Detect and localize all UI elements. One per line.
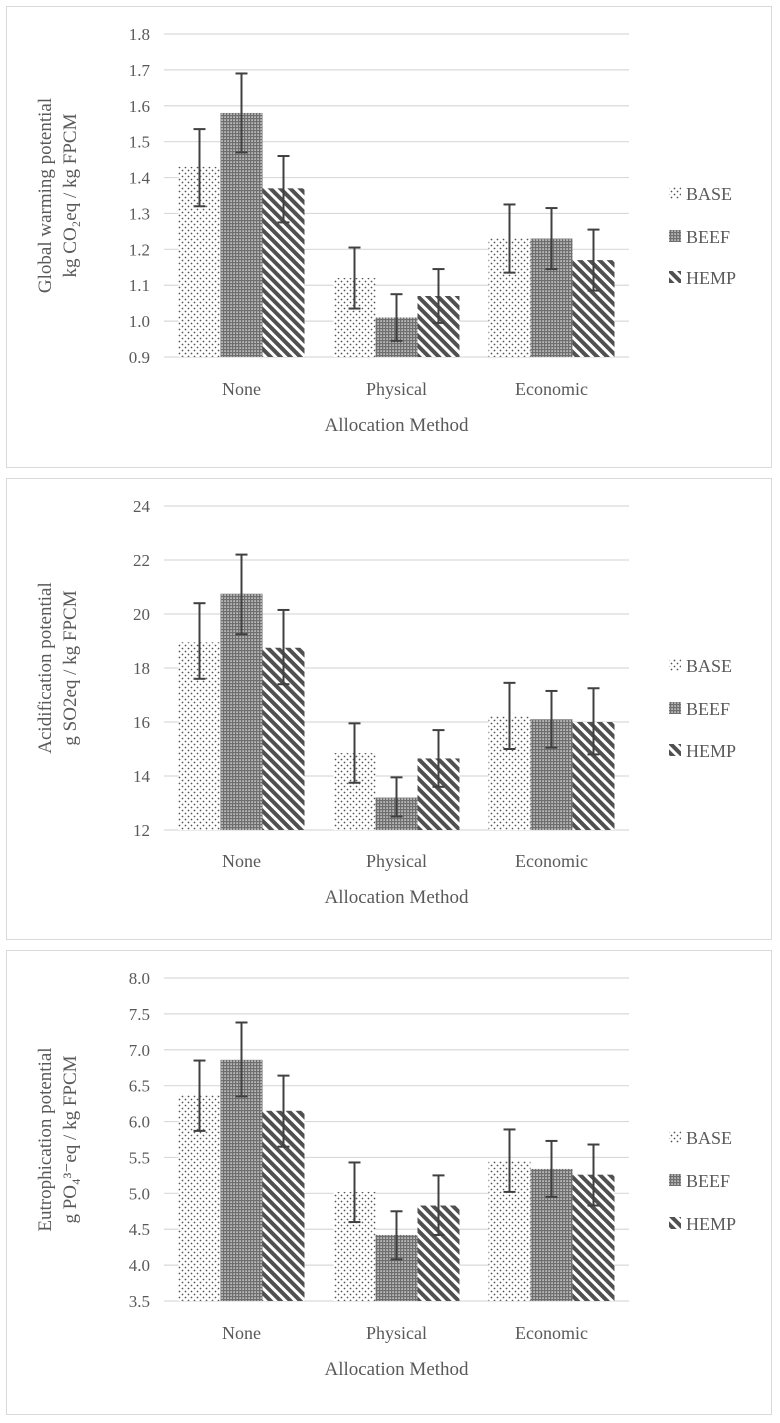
y-tick-label: 6.5 <box>129 1077 150 1096</box>
y-tick-label: 1.5 <box>129 133 150 152</box>
y-tick-label: 1.8 <box>129 25 150 44</box>
y-tick-label: 4.0 <box>129 1256 150 1275</box>
legend-label-hemp: HEMP <box>686 1214 736 1234</box>
bar-beef-none <box>220 1059 263 1301</box>
error-bar <box>390 1210 403 1261</box>
error-bar <box>503 681 516 750</box>
y-tick-label: 1.7 <box>129 61 151 80</box>
y-tick-label: 1.0 <box>129 312 150 331</box>
error-bar <box>277 155 290 224</box>
error-bar <box>587 687 600 756</box>
error-bar <box>587 1143 600 1207</box>
legend-label-beef: BEEF <box>686 227 730 247</box>
legend-label-hemp: HEMP <box>686 741 736 761</box>
y-tick-label: 5.0 <box>129 1184 150 1203</box>
legend-swatch-base <box>669 659 681 671</box>
legend-swatch-beef <box>669 702 681 714</box>
y-tick-label: 1.6 <box>129 97 150 116</box>
acidification-chart: 12 14 16 18 20 22 24 None Physical Economic Alloca… <box>35 497 736 908</box>
x-category-label: Physical <box>366 851 427 871</box>
error-bar <box>235 1021 248 1098</box>
y-tick-label: 1.3 <box>129 204 150 223</box>
y-tick-label: 7.5 <box>129 1005 150 1024</box>
error-bar <box>545 1139 558 1198</box>
y-tick-label: 1.2 <box>129 240 150 259</box>
legend-swatch-beef <box>669 230 681 242</box>
gwp-chart: 0.9 1.0 1.1 1.2 1.3 1.4 1.5 1.6 1.7 1.8 None Physic… <box>35 25 736 436</box>
error-bar <box>390 293 403 342</box>
legend-label-base: BASE <box>686 1128 732 1148</box>
x-category-label: None <box>222 379 261 399</box>
x-axis-title: Allocation Method <box>324 1359 469 1380</box>
y-tick-label: 7.0 <box>129 1041 150 1060</box>
legend-label-hemp: HEMP <box>686 268 736 288</box>
x-category-label: Economic <box>515 851 588 871</box>
error-bar <box>545 207 558 271</box>
y-axis-title-line1: Global warming potential <box>35 98 56 293</box>
error-bar <box>235 553 248 636</box>
error-bar <box>503 203 516 274</box>
y-axis-title-line2: g PO₄³⁻eq / kg FPCM <box>60 1055 81 1223</box>
error-bar <box>348 722 361 784</box>
y-tick-label: 14 <box>133 767 151 786</box>
x-category-label: Physical <box>366 1323 427 1343</box>
y-tick-label: 8.0 <box>129 969 150 988</box>
error-bar <box>193 602 206 680</box>
eutrophication-chart-panel: 3.5 4.0 4.5 5.0 5.5 6.0 6.5 7.0 7.5 8.0 None Physic… <box>6 950 772 1415</box>
legend-swatch-hemp <box>669 744 681 756</box>
y-tick-label: 1.1 <box>129 276 150 295</box>
error-bar <box>348 246 361 310</box>
error-bar <box>193 1059 206 1132</box>
legend-swatch-hemp <box>669 271 681 283</box>
error-bar <box>277 608 290 686</box>
y-tick-label: 16 <box>133 713 150 732</box>
y-tick-label: 22 <box>133 551 150 570</box>
error-bar <box>390 776 403 818</box>
error-bar <box>503 1128 516 1193</box>
gwp-chart-panel: 0.9 1.0 1.1 1.2 1.3 1.4 1.5 1.6 1.7 1.8 None Physic… <box>6 6 772 468</box>
error-bar <box>432 729 445 788</box>
y-axis-title-line2: g SO2eq / kg FPCM <box>60 590 81 745</box>
y-tick-label: 3.5 <box>129 1292 150 1311</box>
error-bar <box>432 1174 445 1236</box>
y-tick-label: 12 <box>133 821 150 840</box>
y-axis-title-line1: Acidification potential <box>35 582 56 753</box>
y-tick-label: 5.5 <box>129 1148 150 1167</box>
bar-beef-none <box>220 112 263 357</box>
legend-swatch-base <box>669 187 681 199</box>
legend-swatch-beef <box>669 1174 681 1186</box>
legend-swatch-hemp <box>669 1217 681 1229</box>
legend-label-base: BASE <box>686 656 732 676</box>
x-category-label: None <box>222 851 261 871</box>
legend-swatch-base <box>669 1131 681 1143</box>
x-category-label: None <box>222 1323 261 1343</box>
y-tick-label: 1.4 <box>129 169 151 188</box>
y-tick-label: 20 <box>133 605 150 624</box>
legend-label-beef: BEEF <box>686 699 730 719</box>
y-axis-title-line2: kg CO₂eq / kg FPCM <box>60 113 81 277</box>
y-tick-label: 24 <box>133 497 151 516</box>
x-category-label: Economic <box>515 379 588 399</box>
y-tick-label: 4.5 <box>129 1220 150 1239</box>
x-axis-title: Allocation Method <box>324 415 469 436</box>
y-tick-label: 0.9 <box>129 348 150 367</box>
error-bar <box>348 1161 361 1224</box>
error-bar <box>277 1074 290 1148</box>
error-bar <box>193 128 206 208</box>
error-bar <box>587 228 600 292</box>
error-bar <box>432 268 445 324</box>
error-bar <box>235 72 248 154</box>
eutrophication-chart: 3.5 4.0 4.5 5.0 5.5 6.0 6.5 7.0 7.5 8.0 None Physic… <box>35 969 736 1380</box>
legend-label-base: BASE <box>686 184 732 204</box>
legend-label-beef: BEEF <box>686 1171 730 1191</box>
error-bar <box>545 689 558 749</box>
x-category-label: Economic <box>515 1323 588 1343</box>
y-tick-label: 18 <box>133 659 150 678</box>
y-tick-label: 6.0 <box>129 1113 150 1132</box>
acidification-chart-panel: 12 14 16 18 20 22 24 None Physical Economic Alloca… <box>6 478 772 940</box>
y-axis-title-line1: Eutrophication potential <box>35 1047 56 1231</box>
x-category-label: Physical <box>366 379 427 399</box>
x-axis-title: Allocation Method <box>324 887 469 908</box>
